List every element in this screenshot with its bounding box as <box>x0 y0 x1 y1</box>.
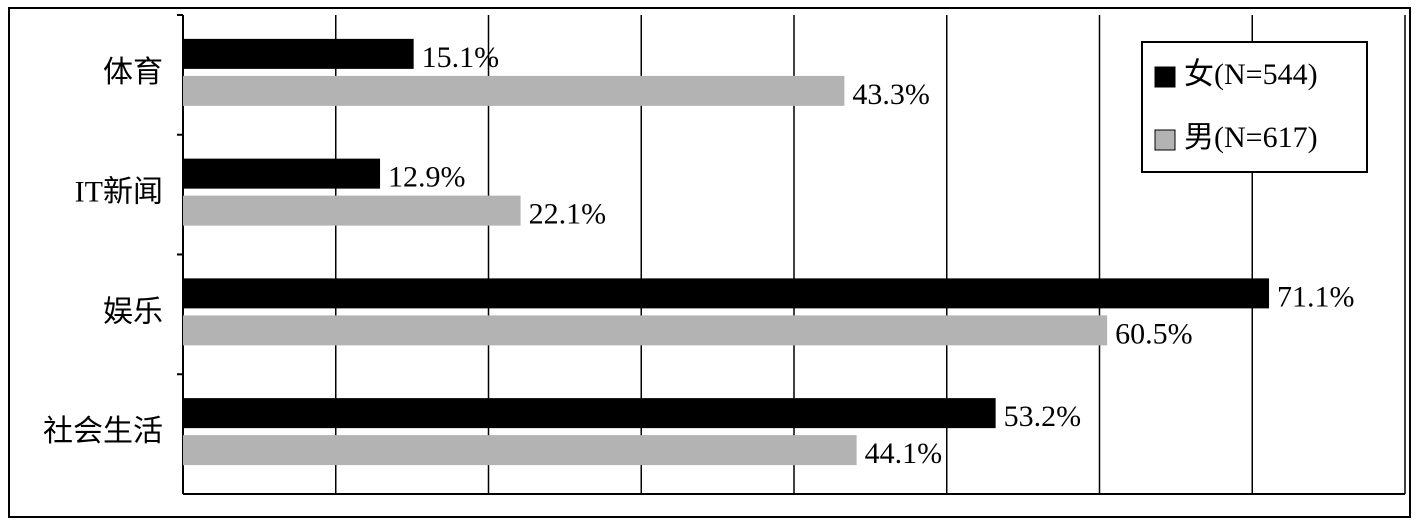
value-label: 22.1% <box>529 198 607 231</box>
legend-label: 女(N=544) <box>1184 58 1318 91</box>
legend-swatch <box>1154 66 1176 88</box>
value-label: 15.1% <box>422 41 500 74</box>
bar <box>183 158 381 189</box>
bar <box>183 278 1270 309</box>
value-label: 12.9% <box>388 161 466 194</box>
bar <box>183 75 845 106</box>
value-label: 60.5% <box>1115 317 1193 350</box>
y-tick-label: 体育 <box>103 56 163 89</box>
legend-label: 男(N=617) <box>1184 121 1318 154</box>
legend-box <box>1141 41 1368 173</box>
y-tick-label: 社会生活 <box>43 415 163 448</box>
y-tick-label: 娱乐 <box>103 295 163 328</box>
value-label: 44.1% <box>865 437 943 470</box>
bar <box>183 398 996 429</box>
bar <box>183 435 857 466</box>
value-label: 71.1% <box>1277 280 1355 313</box>
bar <box>183 315 1108 346</box>
bar <box>183 38 414 69</box>
value-label: 43.3% <box>852 78 930 111</box>
legend-swatch <box>1154 129 1176 151</box>
value-label: 53.2% <box>1004 400 1082 433</box>
chart-border <box>8 7 1411 518</box>
y-tick-label: IT新闻 <box>75 176 163 209</box>
bar <box>183 195 521 226</box>
